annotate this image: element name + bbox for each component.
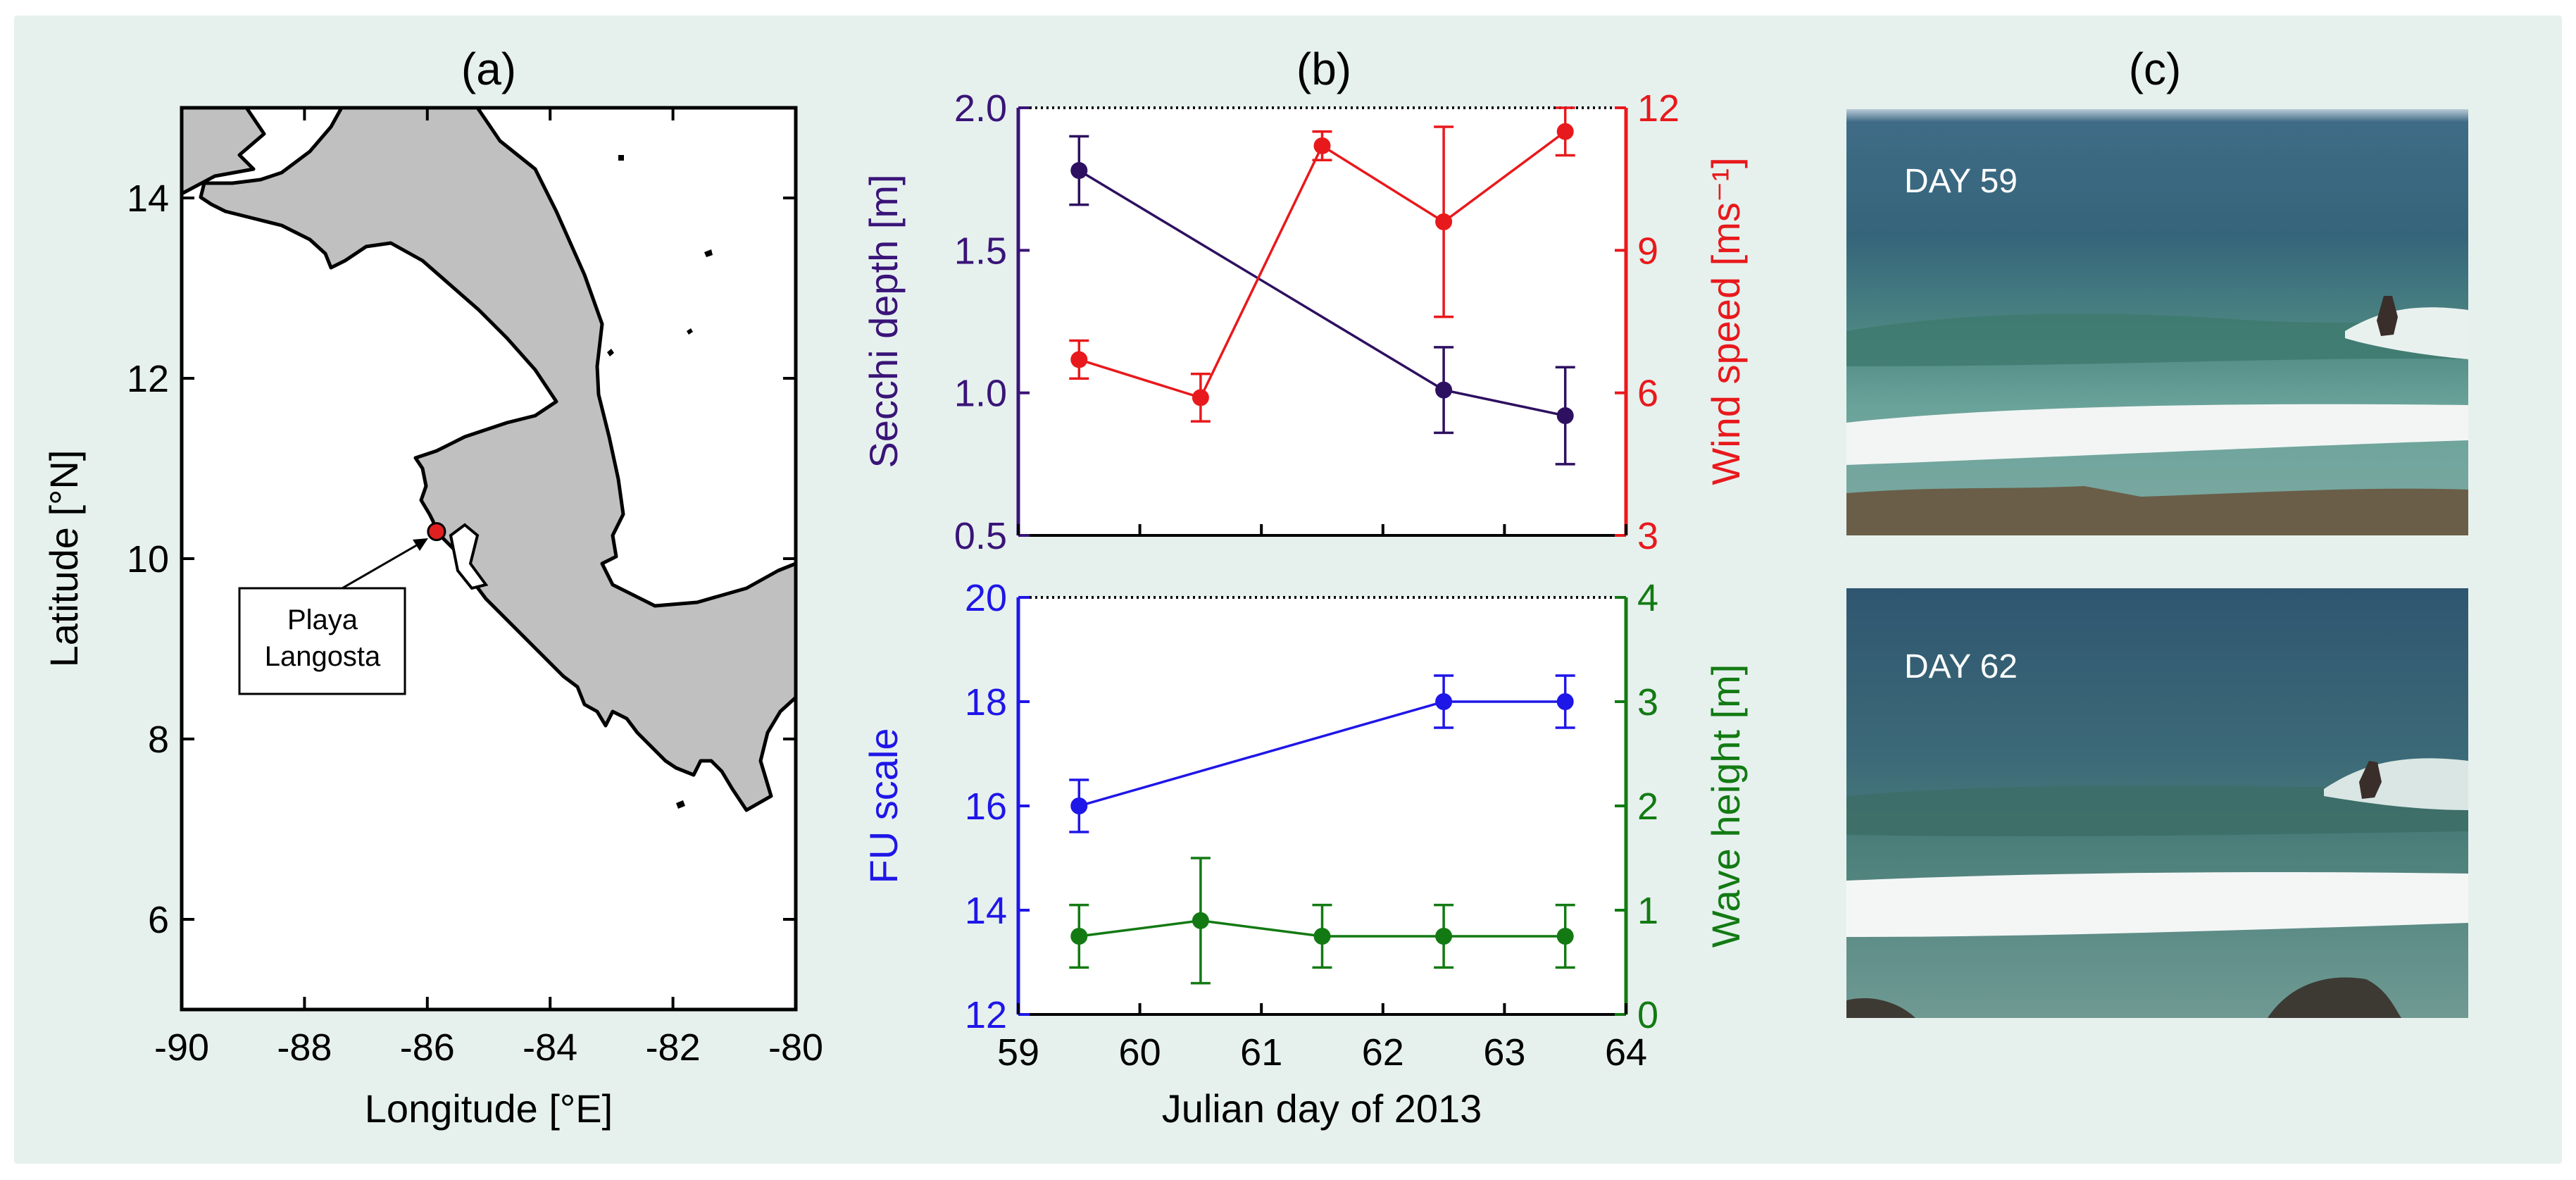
island-1	[618, 155, 624, 161]
photo-1-wave-crest	[1846, 313, 2468, 366]
data-point	[1556, 693, 1574, 710]
island-3	[607, 349, 614, 356]
photo-1-whitewater	[1846, 404, 2468, 465]
map-xtick-label: -86	[400, 1026, 455, 1069]
left-tick-label: 18	[965, 681, 1007, 723]
photo-day-62: DAY 62	[1846, 588, 2468, 1018]
chart-top-plot-area	[1018, 108, 1626, 535]
map-ytick-label: 14	[127, 178, 169, 220]
island-2	[704, 249, 713, 257]
map-xticks: -90 -88 -86 -84 -82 -80	[154, 108, 823, 1069]
x-tick-label: 59	[997, 1031, 1039, 1074]
data-point	[1556, 928, 1574, 945]
chart-bottom-right-axis-label: Wave height [m]	[1703, 664, 1748, 948]
photo-1-rocks	[1846, 486, 2468, 535]
photo-2-whitewater	[1846, 872, 2468, 937]
left-tick-label: 20	[965, 577, 1007, 619]
nicoya-gulf	[449, 523, 489, 590]
chart-secchi-wind: 0.5 1.0 1.5 2.0 3 6 9 12	[954, 87, 1680, 557]
data-point	[1435, 693, 1453, 710]
x-tick-label: 64	[1605, 1031, 1647, 1074]
site-marker	[427, 522, 446, 542]
data-point	[1435, 928, 1453, 945]
data-point	[1070, 162, 1088, 180]
site-callout-box	[238, 587, 406, 695]
left-tick-label: 2.0	[954, 87, 1007, 130]
x-tick-label: 61	[1240, 1031, 1282, 1074]
left-tick-label: 0.5	[954, 515, 1007, 557]
left-tick-label: 1.0	[954, 373, 1007, 415]
photo-day-59-label: DAY 59	[1904, 163, 2018, 200]
map-xtick-label: -84	[523, 1026, 577, 1069]
chart-top-right-axis-label: Wind speed [ms⁻¹]	[1703, 157, 1748, 485]
left-tick-label: 14	[965, 890, 1007, 932]
photo-2-wave-crest	[1846, 785, 2468, 837]
x-tick-label: 62	[1362, 1031, 1404, 1074]
site-callout-arrowhead	[413, 538, 428, 551]
photo-day-62-label: DAY 62	[1904, 648, 2018, 685]
left-tick-label: 12	[965, 994, 1007, 1036]
data-point	[1313, 137, 1331, 154]
photo-2-foam	[2324, 758, 2468, 810]
map-yticks: 6 8 10 12 14	[127, 178, 796, 941]
right-tick-label: 6	[1637, 373, 1658, 415]
photo-2-rocks	[1846, 977, 2401, 1018]
map-xtick-label: -88	[277, 1026, 332, 1069]
data-point	[1070, 928, 1088, 945]
chart-top-left-axis-label: Secchi depth [m]	[861, 174, 906, 468]
island-4	[687, 328, 693, 335]
panel-b-label: (b)	[1296, 44, 1351, 94]
site-name-line1: Playa	[287, 604, 358, 635]
left-tick-label: 16	[965, 785, 1007, 828]
panel-c-label: (c)	[2129, 44, 2182, 94]
panel-a-label: (a)	[461, 44, 516, 94]
map-ytick-label: 6	[148, 899, 169, 941]
photo-1-surfer	[2377, 296, 2398, 336]
data-point	[1435, 381, 1453, 399]
right-tick-label: 0	[1637, 994, 1658, 1036]
land-mass	[182, 108, 796, 812]
map-xtick-label: -80	[768, 1026, 823, 1069]
data-point	[1192, 912, 1209, 929]
x-tick-label: 63	[1483, 1031, 1525, 1074]
panel-c-photos: (c) DAY 59 DAY 62	[1846, 44, 2468, 1018]
map-ytick-label: 12	[127, 358, 169, 400]
chart-bottom-xlabel: Julian day of 2013	[1162, 1086, 1482, 1131]
chart-bottom-left-axis-label: FU scale	[861, 728, 906, 884]
island-5	[676, 800, 685, 809]
photo-1-foam	[2345, 307, 2468, 359]
right-tick-label: 2	[1637, 785, 1658, 828]
data-point	[1070, 351, 1088, 368]
data-point	[1556, 123, 1574, 140]
map-ytick-label: 8	[148, 719, 169, 761]
map-xlabel: Longitude [°E]	[365, 1086, 613, 1131]
map-ylabel: Latitude [°N]	[42, 450, 86, 668]
left-tick-label: 1.5	[954, 230, 1007, 272]
panel-a-map: (a) -90 -88 -86 -84 -82 -80 6 8 10 12 14 Longitud…	[42, 44, 823, 1131]
map-xtick-label: -90	[154, 1026, 209, 1069]
data-point	[1070, 797, 1088, 814]
data-point	[1313, 928, 1331, 945]
right-tick-label: 1	[1637, 890, 1658, 932]
x-tick-label: 60	[1119, 1031, 1161, 1074]
right-tick-label: 12	[1637, 87, 1680, 130]
data-point	[1192, 389, 1209, 406]
photo-day-59: DAY 59	[1846, 109, 2468, 535]
right-tick-label: 4	[1637, 577, 1658, 619]
site-name-line2: Langosta	[265, 641, 381, 672]
site-callout-arrow	[332, 540, 425, 595]
map-ytick-label: 10	[127, 538, 169, 580]
data-point	[1435, 213, 1453, 230]
right-tick-label: 3	[1637, 681, 1658, 723]
map-xtick-label: -82	[646, 1026, 701, 1069]
right-tick-label: 3	[1637, 515, 1658, 557]
right-tick-label: 9	[1637, 230, 1658, 272]
data-point	[1556, 407, 1574, 425]
photo-2-surfer	[2359, 761, 2382, 799]
